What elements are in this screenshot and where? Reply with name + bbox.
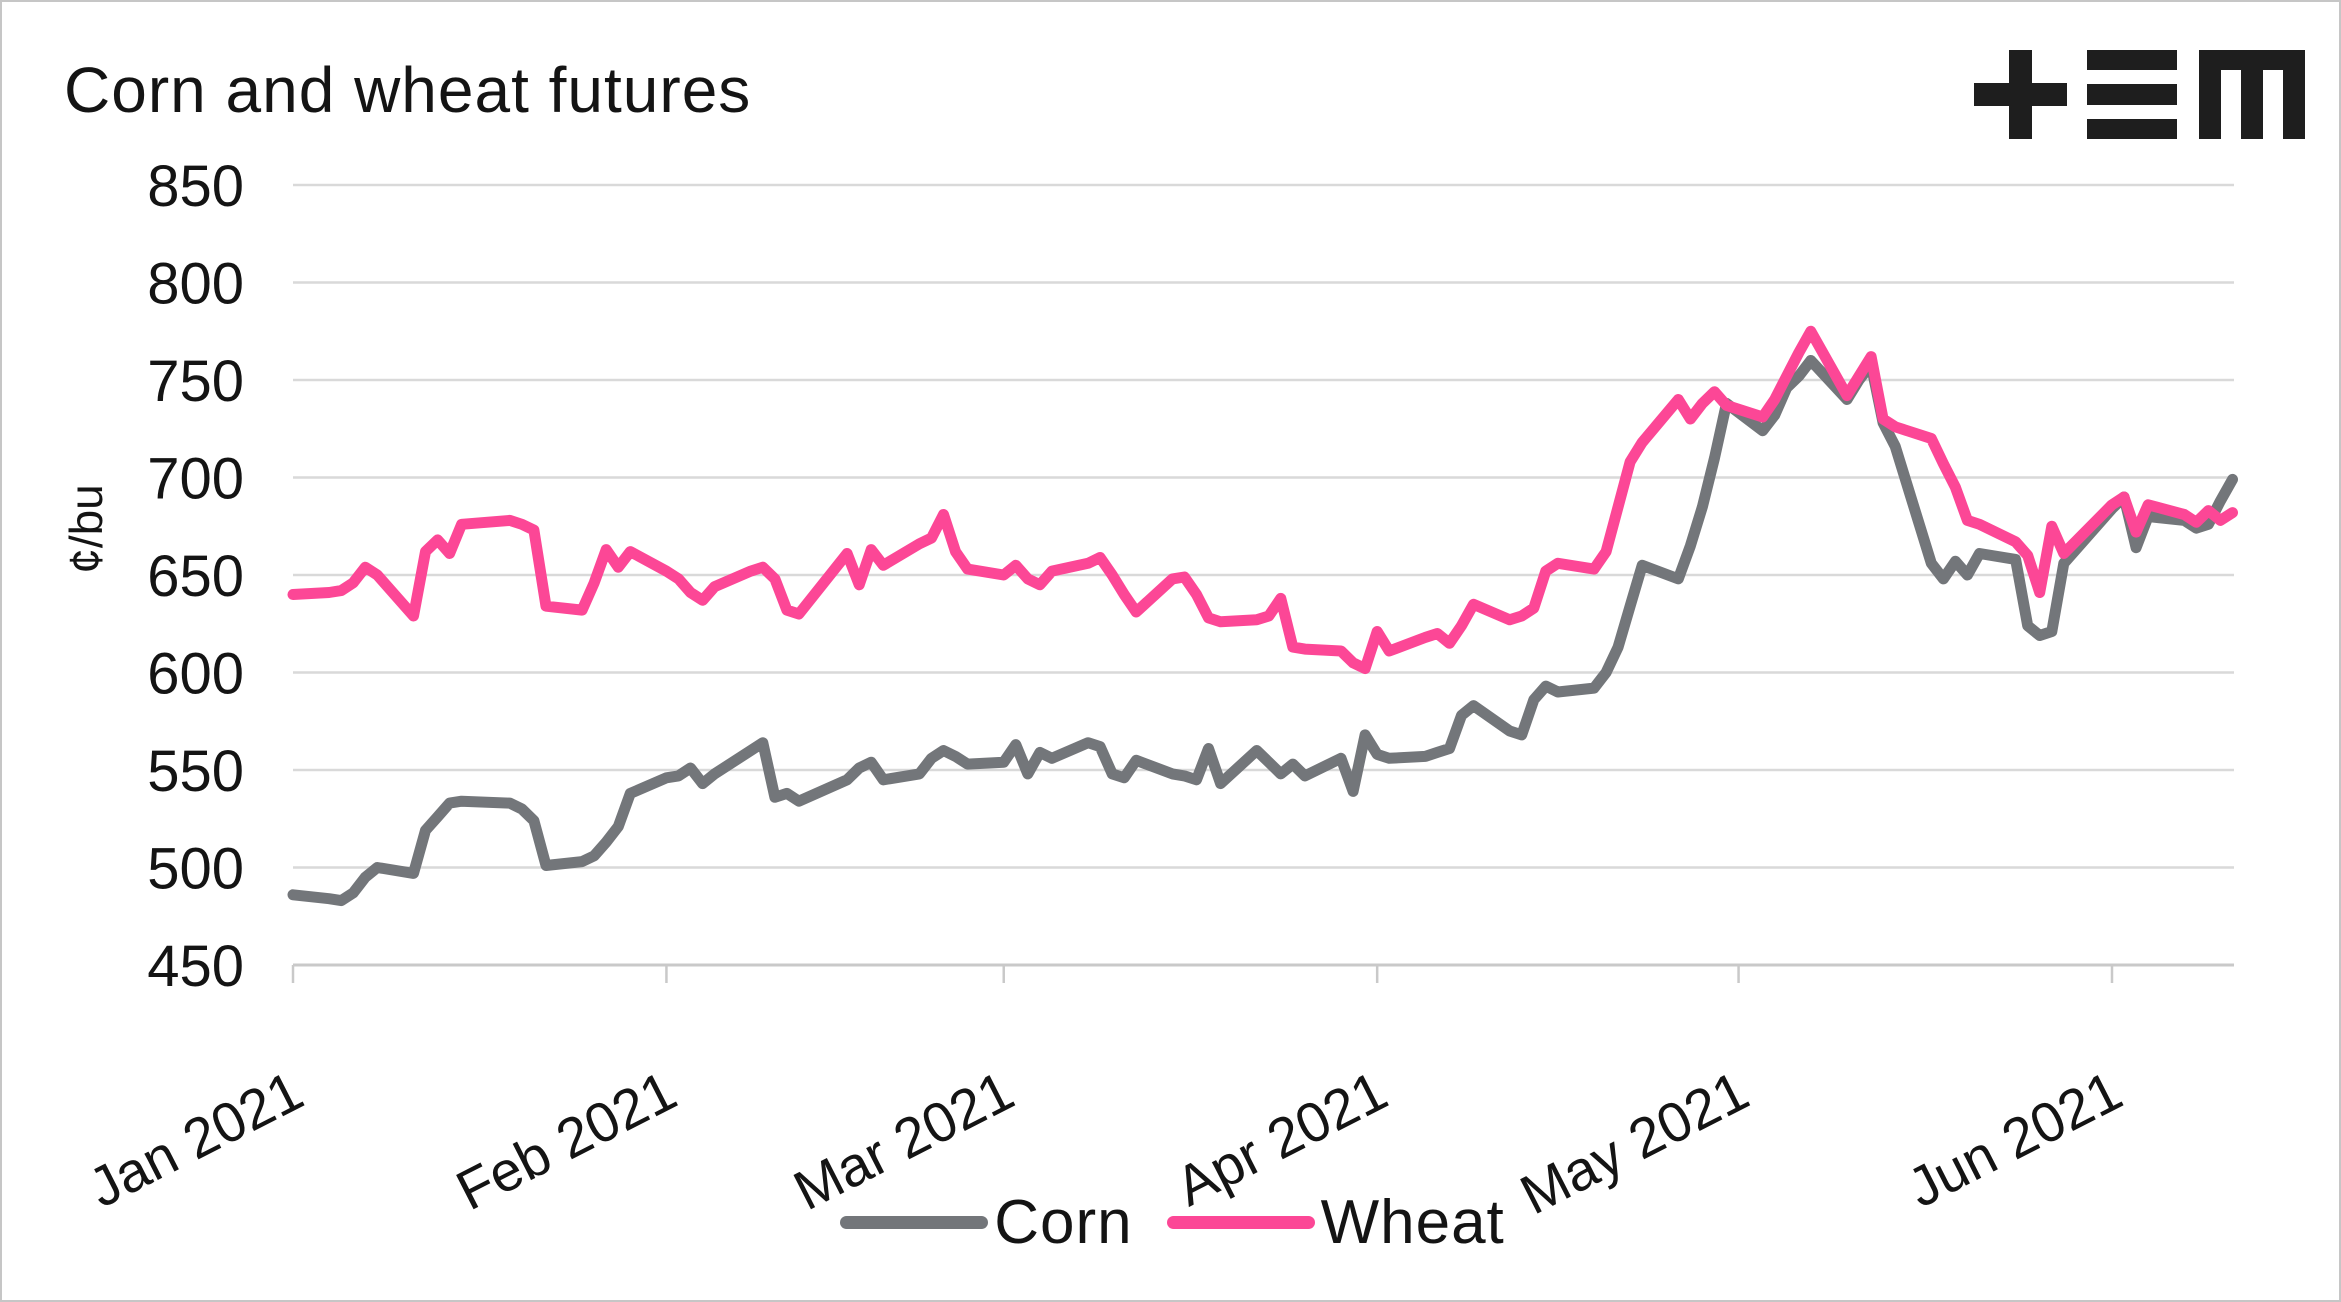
wheat-line-swatch-icon xyxy=(1166,1215,1315,1229)
y-tick-label: 700 xyxy=(147,447,244,512)
y-tick-label: 600 xyxy=(147,642,244,707)
brand-logo-icon xyxy=(1974,50,2305,139)
y-axis-unit-label: ¢/bu xyxy=(60,484,112,574)
wheat-series-line xyxy=(287,325,2238,675)
chart-legend: Corn Wheat xyxy=(2,1180,2339,1264)
y-tick-label: 550 xyxy=(147,739,244,804)
y-tick-label: 500 xyxy=(147,837,244,902)
legend-label-corn: Corn xyxy=(994,1187,1133,1257)
y-tick-label: 800 xyxy=(147,252,244,317)
legend-item-wheat: Wheat xyxy=(1166,1187,1505,1258)
y-tick-label: 650 xyxy=(147,544,244,609)
corn-line-swatch-icon xyxy=(840,1215,989,1229)
legend-item-corn: Corn xyxy=(840,1187,1132,1258)
legend-label-wheat: Wheat xyxy=(1320,1187,1505,1257)
x-axis xyxy=(291,963,2234,983)
y-tick-label: 850 xyxy=(147,154,244,219)
y-tick-label: 750 xyxy=(147,349,244,414)
y-axis-tick-labels: 850 800 750 700 650 600 550 500 450 xyxy=(147,154,244,999)
corn-series-line xyxy=(287,355,2238,907)
y-tick-label: 450 xyxy=(147,934,244,999)
chart-title: Corn and wheat futures xyxy=(64,54,752,126)
